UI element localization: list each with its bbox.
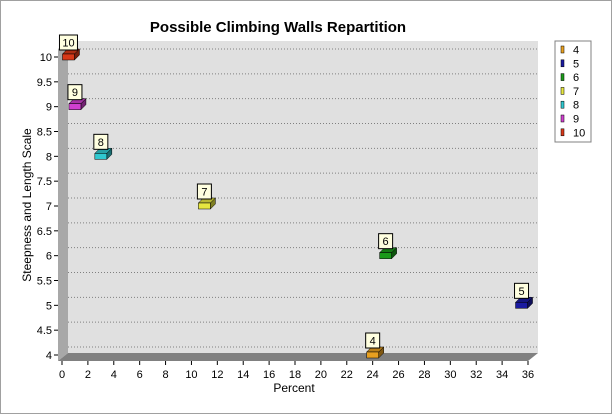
grid-lines bbox=[68, 48, 538, 348]
data-label: 4 bbox=[370, 336, 376, 348]
data-points: 4 5 6 7 8 9 10 bbox=[58, 34, 534, 359]
data-point-9: 9 bbox=[67, 84, 87, 111]
x-tick-label: 12 bbox=[211, 369, 223, 381]
y-tick-label: 10 bbox=[40, 52, 52, 64]
data-label: 7 bbox=[201, 187, 207, 199]
plot-left-wall bbox=[58, 41, 68, 361]
data-label: 9 bbox=[72, 87, 78, 99]
y-tick-label: 8.5 bbox=[37, 127, 52, 139]
legend-swatch bbox=[560, 73, 565, 81]
legend-swatch bbox=[560, 59, 565, 68]
marker-front bbox=[68, 103, 82, 110]
x-tick-label: 18 bbox=[289, 369, 301, 381]
x-tick-label: 34 bbox=[496, 369, 508, 381]
legend-swatch bbox=[560, 45, 565, 54]
legend-swatch bbox=[560, 100, 565, 109]
data-label: 8 bbox=[98, 137, 104, 149]
x-tick-label: 4 bbox=[111, 369, 117, 381]
legend-label: 5 bbox=[573, 58, 579, 70]
x-tick-label: 22 bbox=[341, 369, 353, 381]
data-point-8: 8 bbox=[93, 133, 113, 160]
x-tick-label: 30 bbox=[444, 369, 456, 381]
y-tick-label: 8 bbox=[46, 151, 52, 163]
plot-floor bbox=[58, 353, 538, 361]
y-tick-label: 5 bbox=[46, 300, 52, 312]
y-tick-label: 7 bbox=[46, 201, 52, 213]
x-axis-label: Percent bbox=[273, 381, 315, 395]
y-tick-label: 9 bbox=[46, 102, 52, 114]
x-tick-label: 0 bbox=[59, 369, 65, 381]
x-tick-label: 20 bbox=[315, 369, 327, 381]
legend-swatch bbox=[560, 114, 565, 123]
y-tick-label: 9.5 bbox=[37, 77, 52, 89]
y-tick-label: 6 bbox=[46, 251, 52, 263]
legend-label: 7 bbox=[573, 86, 579, 98]
x-tick-label: 32 bbox=[470, 369, 482, 381]
plot-back-wall bbox=[68, 41, 538, 353]
legend-label: 9 bbox=[573, 114, 579, 126]
marker-front bbox=[62, 53, 75, 61]
marker-front bbox=[379, 252, 392, 259]
legend-swatch bbox=[560, 128, 565, 137]
y-axis-label: Steepness and Length Scale bbox=[20, 128, 34, 282]
legend-swatch bbox=[560, 87, 565, 95]
data-label-box bbox=[58, 34, 78, 51]
x-tick-label: 2 bbox=[85, 369, 91, 381]
data-label-box bbox=[93, 133, 109, 150]
data-label: 10 bbox=[62, 38, 74, 50]
data-label-box bbox=[196, 183, 212, 200]
data-point-6: 6 bbox=[378, 233, 398, 260]
y-axis: 4 4.5 5 5.5 6 6.5 7 7.5 8 8.5 9 9.5 10 bbox=[37, 52, 58, 362]
x-tick-label: 24 bbox=[367, 369, 379, 381]
y-tick-label: 7.5 bbox=[37, 176, 52, 188]
marker-front bbox=[366, 351, 379, 359]
legend-label: 8 bbox=[573, 100, 579, 112]
x-tick-label: 10 bbox=[185, 369, 197, 381]
data-point-4: 4 bbox=[365, 332, 385, 359]
y-tick-label: 6.5 bbox=[37, 226, 52, 238]
data-label-box bbox=[378, 233, 394, 250]
data-label-box bbox=[365, 332, 381, 349]
y-tick-label: 4.5 bbox=[37, 325, 52, 337]
data-label-box bbox=[514, 282, 530, 299]
y-tick-label: 4 bbox=[46, 350, 52, 362]
marker-front bbox=[198, 202, 211, 210]
data-label-box bbox=[67, 84, 83, 101]
legend: 45 6 7 8 910 bbox=[554, 40, 592, 143]
x-tick-label: 26 bbox=[392, 369, 404, 381]
x-tick-label: 28 bbox=[418, 369, 430, 381]
data-point-10: 10 bbox=[58, 34, 81, 61]
x-tick-label: 16 bbox=[263, 369, 275, 381]
chart-title: Possible Climbing Walls Repartition bbox=[150, 19, 406, 36]
marker-front bbox=[515, 302, 528, 309]
legend-label: 10 bbox=[573, 127, 585, 139]
y-tick-label: 5.5 bbox=[37, 276, 52, 288]
data-point-7: 7 bbox=[196, 183, 216, 210]
data-label: 6 bbox=[383, 236, 389, 248]
x-tick-label: 6 bbox=[137, 369, 143, 381]
x-tick-label: 8 bbox=[162, 369, 168, 381]
data-label: 5 bbox=[518, 286, 524, 298]
data-point-5: 5 bbox=[514, 282, 534, 309]
legend-label: 6 bbox=[573, 72, 579, 84]
legend-label: 4 bbox=[573, 45, 579, 57]
x-tick-label: 14 bbox=[237, 369, 249, 381]
x-axis: 0 2 4 6 8 10 12 14 16 18 20 22 24 26 28 30 32 34 36 bbox=[59, 361, 534, 381]
marker-front bbox=[94, 153, 108, 160]
x-tick-label: 36 bbox=[522, 369, 534, 381]
